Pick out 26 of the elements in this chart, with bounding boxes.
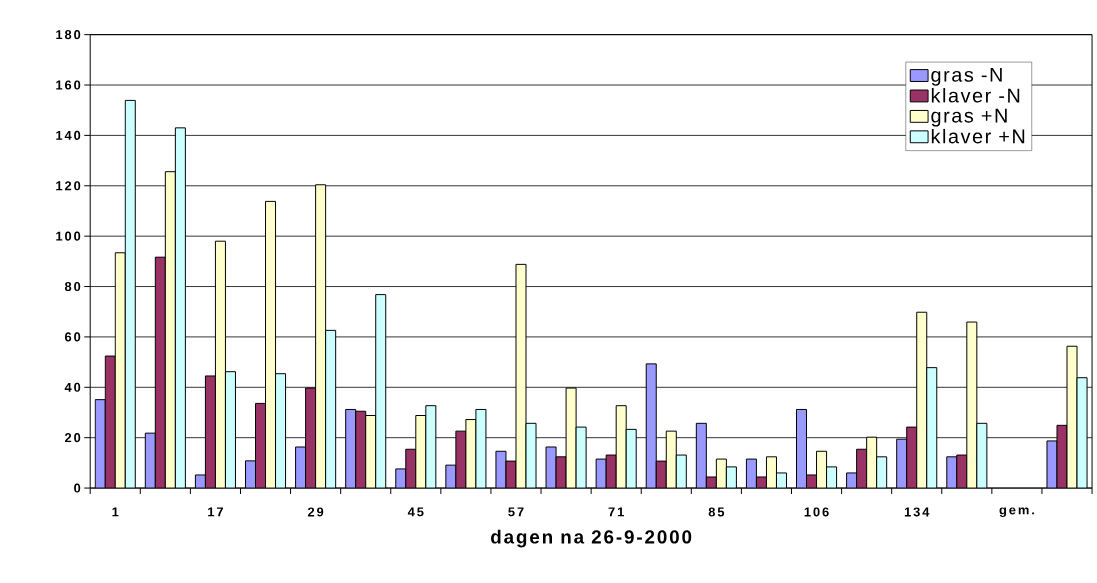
y-tick-label: 120 bbox=[56, 181, 81, 191]
x-tick-label: 106 bbox=[804, 507, 829, 517]
bar bbox=[174, 127, 186, 489]
y-tick-label: 80 bbox=[64, 281, 81, 292]
legend-label: klaver -N bbox=[931, 88, 1020, 103]
x-tick-label: 17 bbox=[208, 507, 223, 517]
x-tick-label: 57 bbox=[508, 507, 524, 517]
x-tick-label: 134 bbox=[904, 507, 930, 517]
legend-label: gras +N bbox=[931, 108, 1007, 127]
legend-label: gras -N bbox=[931, 67, 1002, 86]
y-tick-label: 180 bbox=[56, 30, 81, 40]
legend-label: klaver +N bbox=[931, 128, 1025, 144]
y-tick-label: 20 bbox=[64, 433, 81, 443]
y-tick-label: 0 bbox=[74, 483, 81, 493]
y-tick-label: 160 bbox=[56, 80, 81, 90]
x-tick-label: 1 bbox=[112, 507, 119, 517]
y-tick-label: 140 bbox=[56, 130, 81, 140]
y-tick-label: 40 bbox=[64, 382, 81, 392]
x-tick-label: 45 bbox=[407, 507, 424, 517]
x-tick-label: 85 bbox=[708, 507, 725, 517]
x-tick-label: 29 bbox=[307, 507, 324, 517]
y-tick-label: 100 bbox=[56, 231, 81, 241]
y-tick-label: 60 bbox=[64, 332, 81, 342]
x-axis-title: dagen na 26-9-2000 bbox=[491, 529, 692, 548]
x-tick-label: gem. bbox=[999, 507, 1034, 518]
x-tick-label: 71 bbox=[608, 507, 624, 517]
